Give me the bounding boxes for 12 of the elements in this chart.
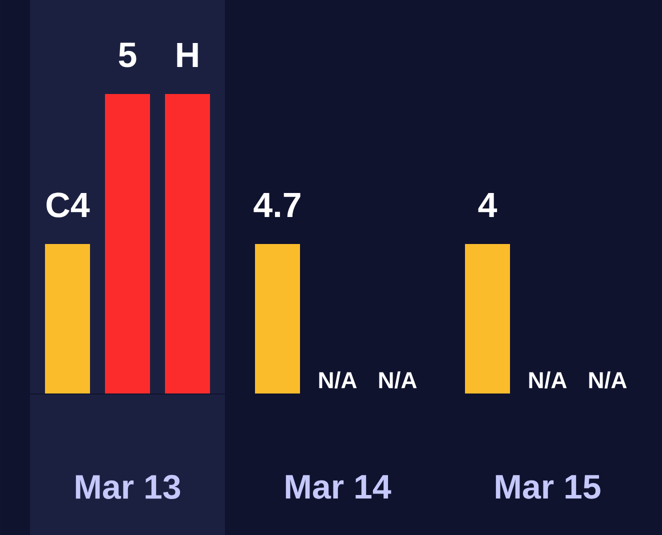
text: H	[177, 42, 198, 68]
annotation: N/A	[529, 371, 567, 389]
x-tick-label: Mar 15	[496, 475, 600, 499]
annotation: C4	[46, 192, 90, 218]
x-tick-label: Mar 13	[76, 474, 180, 500]
annotation: N/A	[379, 371, 417, 389]
annotation: N/A	[319, 371, 357, 389]
annotation: N/A	[589, 371, 627, 389]
x-tick-label: Mar 14	[286, 475, 392, 499]
annotation: 4.7	[254, 192, 300, 218]
annotation: 4	[478, 192, 498, 218]
text: 5	[118, 42, 136, 68]
